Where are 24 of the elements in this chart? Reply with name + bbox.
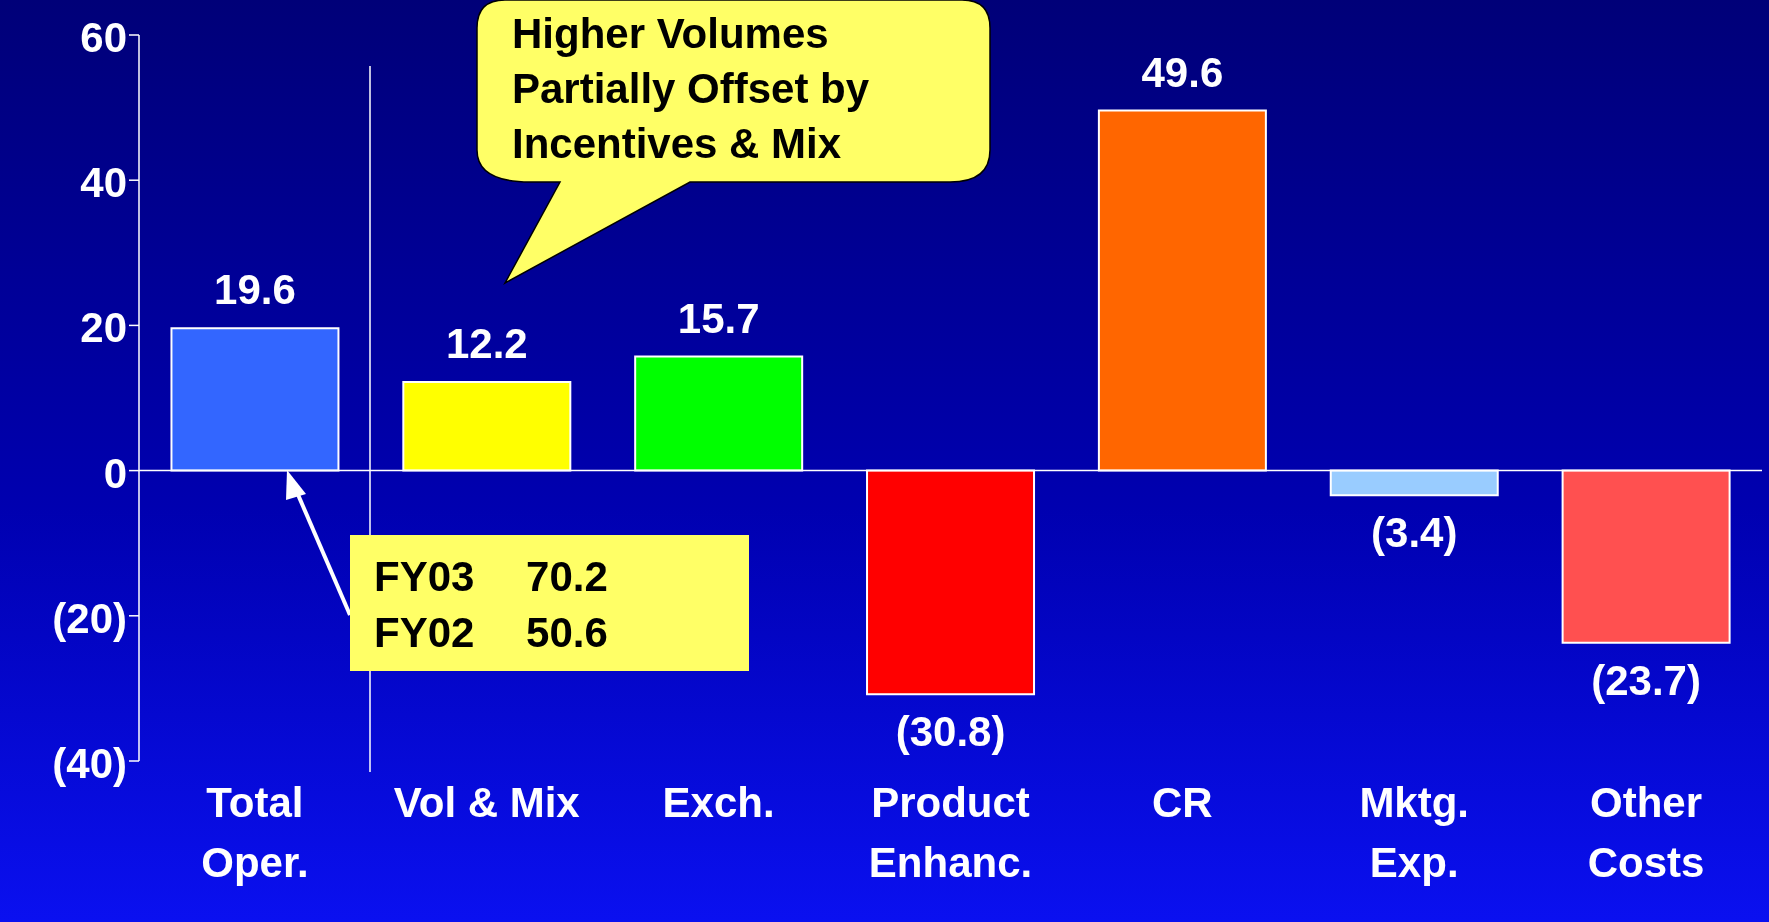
y-tick-label: 40 (80, 159, 127, 207)
annotation: FY02 50.6 (374, 608, 609, 658)
x-tick-label: Mktg. Exp. (1359, 779, 1470, 886)
x-tick-label: CR (1152, 779, 1213, 826)
data-label: (30.8) (895, 708, 1006, 756)
x-tick-label: Other Costs (1587, 779, 1705, 886)
annotation: Higher Volumes Partially Offset by Incentives & Mix (512, 9, 871, 169)
data-label: 12.2 (445, 320, 528, 368)
data-label: (3.4) (1371, 509, 1458, 557)
y-tick-label: (20) (52, 594, 127, 642)
x-tick-label: Exch. (662, 779, 775, 826)
data-label: 19.6 (214, 266, 296, 314)
data-label: (23.7) (1591, 656, 1701, 704)
annotation: FY03 70.2 (374, 552, 609, 602)
x-tick-label: Vol & Mix (393, 779, 581, 826)
callout-box: FY03 70.2 FY02 50.6 (350, 535, 749, 671)
x-tick-label: Total Oper. (201, 779, 309, 886)
y-tick-label: (40) (52, 739, 127, 787)
y-tick-label: 20 (80, 304, 127, 352)
data-label: 15.7 (677, 294, 760, 342)
y-tick-label: 0 (103, 449, 127, 497)
y-tick-label: 60 (80, 13, 127, 61)
x-tick-label: Product Enhanc. (868, 779, 1033, 886)
data-label: 49.6 (1141, 48, 1224, 96)
